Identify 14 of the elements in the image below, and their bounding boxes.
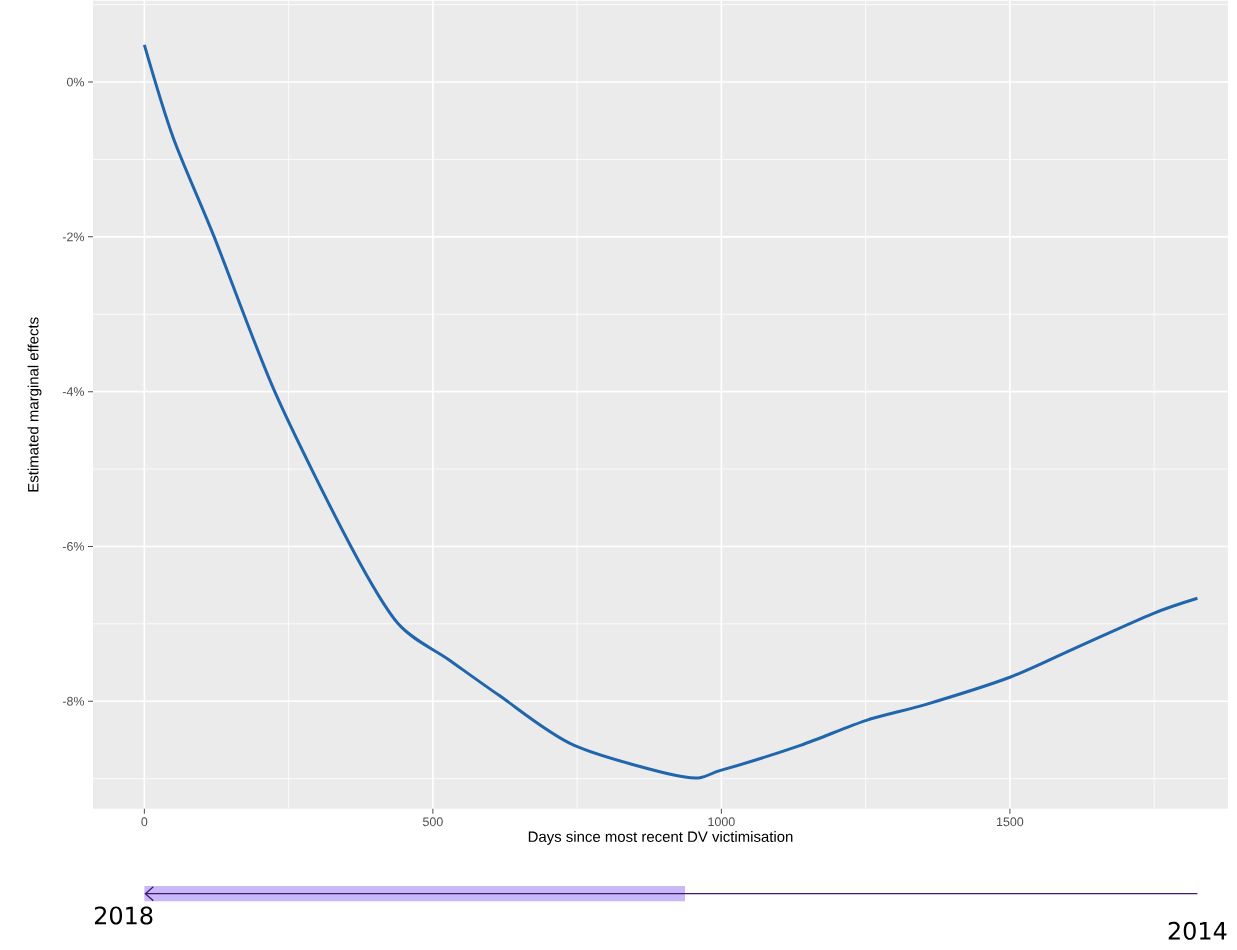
x-tick-label: 500 bbox=[422, 817, 443, 827]
y-tick-label: -6% bbox=[62, 542, 85, 551]
text: 2018 bbox=[94, 906, 153, 925]
x-tick-label: 1500 bbox=[996, 817, 1024, 827]
text: 2014 bbox=[1168, 921, 1227, 940]
x-tick-label: 1000 bbox=[708, 817, 735, 827]
line-series bbox=[142, 43, 1199, 780]
y-tick-label: -4% bbox=[62, 387, 85, 397]
y-tick-label: 0% bbox=[66, 77, 85, 87]
y-axis-title: Estimated marginal effects bbox=[27, 317, 42, 492]
x-axis-title: Days since most recent DV victimisation bbox=[528, 831, 793, 846]
y-tick-label: -2% bbox=[62, 232, 85, 242]
x-tick-label: 0 bbox=[141, 817, 148, 827]
y-tick-label: -8% bbox=[62, 696, 85, 706]
